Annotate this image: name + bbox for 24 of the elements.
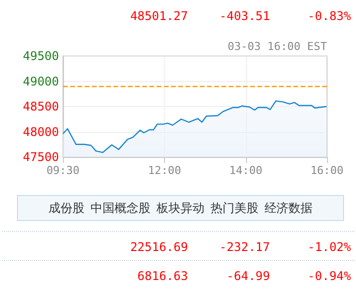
text: 48501.27 [130, 9, 188, 23]
text: 成份股 [48, 200, 84, 216]
text: 经济数据 [264, 200, 312, 216]
text: -403.51 [219, 9, 270, 23]
x-tick-label: 16:00 [310, 164, 344, 177]
chart-subtitle: 03-03 16:00 EST [228, 40, 327, 53]
text: -232.17 [219, 240, 270, 254]
y-tick-label: 48000 [22, 124, 59, 139]
text: 22516.69 [130, 240, 188, 254]
text: 6816.63 [137, 269, 188, 283]
text: -0.83% [308, 9, 351, 23]
y-tick-label: 49000 [22, 74, 59, 88]
x-tick-label: 09:30 [46, 164, 80, 177]
text: 热门美股 [210, 200, 258, 216]
text: -1.02% [308, 240, 351, 254]
text: -0.94% [308, 269, 351, 283]
text: 中国概念股 [90, 200, 150, 216]
text: 板块异动 [156, 200, 204, 216]
x-tick-label: 12:00 [148, 164, 182, 177]
y-tick-label: 48500 [22, 100, 59, 114]
y-tick-label: 49500 [22, 49, 59, 63]
text: -64.99 [226, 269, 270, 283]
x-tick-label: 14:00 [229, 164, 262, 177]
y-tick-label: 47500 [22, 150, 59, 164]
